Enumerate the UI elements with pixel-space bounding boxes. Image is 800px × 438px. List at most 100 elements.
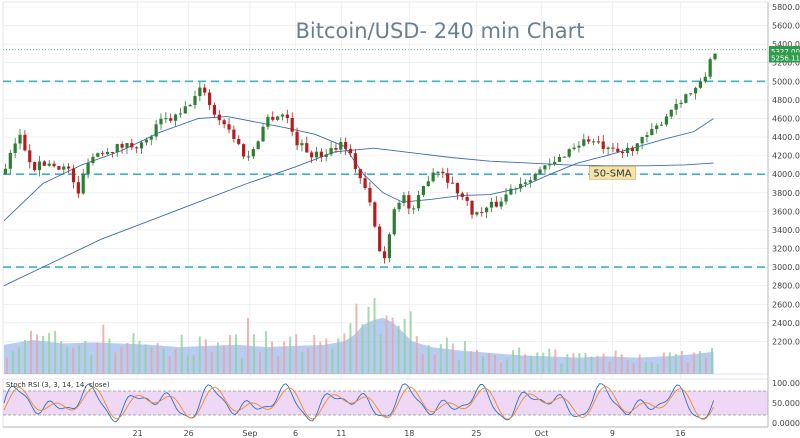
annotation-box xyxy=(589,165,636,180)
volume-bar xyxy=(42,335,45,374)
volume-bar xyxy=(228,335,231,374)
y-tick-label: 2800.00 xyxy=(772,282,800,291)
y-tick-label: 4800.00 xyxy=(772,96,800,105)
volume-bar xyxy=(301,352,304,374)
volume-bar xyxy=(126,342,129,374)
candle-body xyxy=(193,96,197,105)
volume-bar xyxy=(656,364,659,374)
candle-body xyxy=(650,128,654,136)
candle-body xyxy=(616,148,620,152)
volume-bar xyxy=(560,363,563,374)
candle-body xyxy=(47,163,51,166)
candle-body xyxy=(625,147,630,154)
candle-body xyxy=(402,195,406,203)
y-tick-label: 4600.00 xyxy=(772,114,800,123)
candle-body xyxy=(159,118,163,125)
candle-body xyxy=(62,166,66,170)
candle-body xyxy=(285,114,289,119)
candle-body xyxy=(154,124,158,137)
candle-body xyxy=(149,136,153,140)
volume-bar xyxy=(638,354,641,374)
volume-bar xyxy=(602,353,605,374)
candle-body xyxy=(664,116,669,125)
candle-body xyxy=(553,161,557,165)
candle-body xyxy=(378,226,382,252)
candlesticks xyxy=(3,53,717,264)
candle-body xyxy=(412,208,416,210)
x-tick-label: 25 xyxy=(471,429,481,438)
volume-bar xyxy=(662,352,665,374)
candle-body xyxy=(227,124,231,130)
candle-body xyxy=(203,87,207,93)
volume-bar xyxy=(295,334,298,374)
volume-bar xyxy=(216,342,219,374)
stoch-rsi-tick: 0.0000 xyxy=(772,419,800,428)
candle-body xyxy=(8,152,12,169)
candle-body xyxy=(96,153,100,157)
volume-bar xyxy=(325,338,328,374)
volume-bar xyxy=(144,344,147,374)
candle-body xyxy=(523,182,528,184)
volume-bar xyxy=(397,325,400,374)
axes: 5800.00 5600.00 5400.00 5200.00 5000.00 4800.… xyxy=(3,2,800,438)
candle-body xyxy=(353,153,357,170)
candle-body xyxy=(232,129,236,139)
volume-bar xyxy=(349,323,352,374)
volume-bar xyxy=(518,347,521,374)
candle-body xyxy=(358,169,362,179)
volume-bar xyxy=(512,350,515,374)
candle-body xyxy=(125,143,129,148)
candle-body xyxy=(635,143,639,151)
volume-bar xyxy=(138,340,141,374)
volume-bar xyxy=(650,361,653,374)
volume-bar xyxy=(391,317,394,374)
candle-body xyxy=(528,180,532,183)
candle-body xyxy=(23,134,27,151)
y-tick-label: 3600.00 xyxy=(772,207,800,216)
volume-bar xyxy=(168,355,171,374)
volume-bar xyxy=(530,355,533,374)
y-tick-label: 2200.00 xyxy=(772,337,800,346)
candle-body xyxy=(470,200,474,215)
candle-body xyxy=(601,141,605,149)
moving-averages xyxy=(3,116,714,287)
candle-body xyxy=(382,251,387,259)
volume-bar xyxy=(704,357,707,374)
candle-body xyxy=(324,154,328,157)
candle-body xyxy=(130,143,134,148)
candle-body xyxy=(319,151,323,157)
candle-body xyxy=(222,120,226,125)
candle-body xyxy=(344,142,348,149)
candle-body xyxy=(684,94,688,103)
volume-bar xyxy=(367,306,370,374)
volume-bar xyxy=(156,343,159,374)
volume-bar xyxy=(566,354,569,374)
volume-bar xyxy=(132,333,135,374)
volume-bar xyxy=(554,349,557,374)
volume-bar xyxy=(204,339,207,374)
candle-body xyxy=(76,182,80,194)
volume-bar xyxy=(439,344,442,374)
volume-bar xyxy=(355,303,358,374)
price-tag xyxy=(769,52,800,63)
candle-body xyxy=(621,151,625,154)
volume-bar xyxy=(90,354,93,374)
candle-body xyxy=(669,109,673,117)
volume-bar xyxy=(608,361,611,374)
candle-body xyxy=(183,106,187,114)
candle-body xyxy=(655,125,659,129)
volume-bar xyxy=(319,341,322,374)
candle-body xyxy=(519,183,523,189)
candle-body xyxy=(421,186,426,196)
candle-body xyxy=(679,102,683,104)
candle-body xyxy=(144,139,148,143)
volume-bar xyxy=(66,346,69,374)
candle-body xyxy=(57,166,61,170)
candle-body xyxy=(241,144,246,157)
volume-bar xyxy=(11,351,14,374)
volume-bar xyxy=(283,341,286,374)
volume-bar xyxy=(102,324,105,374)
volume-bar xyxy=(584,352,587,374)
candle-body xyxy=(640,136,644,144)
volume-bar xyxy=(578,353,581,374)
